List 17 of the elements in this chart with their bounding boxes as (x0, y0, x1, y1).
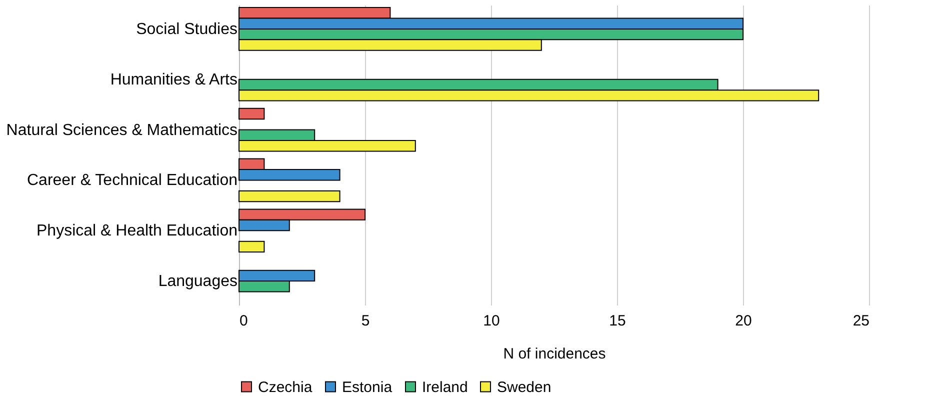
x-tick-label: 25 (852, 312, 870, 330)
x-tick-label: 0 (240, 312, 248, 330)
x-tick-label: 10 (483, 312, 500, 330)
y-tick-label: Languages (158, 273, 238, 290)
x-tick-label: 15 (609, 312, 626, 330)
x-tick-label: 5 (361, 312, 370, 330)
legend-label: Sweden (497, 378, 552, 396)
legend-label: Czechia (258, 378, 313, 396)
y-tick-label: Social Studies (136, 20, 238, 38)
y-tick-label: Natural Sciences & Mathematics (6, 122, 238, 139)
y-tick-label: Career & Technical Education (27, 172, 238, 190)
legend-label: Ireland (422, 378, 468, 396)
legend-label: Estonia (342, 378, 393, 396)
y-tick-label: Humanities & Arts (110, 71, 238, 88)
x-tick-label: 20 (735, 312, 752, 330)
x-axis-title: N of incidences (503, 346, 606, 362)
y-tick-label: Physical & Health Education (36, 222, 238, 240)
